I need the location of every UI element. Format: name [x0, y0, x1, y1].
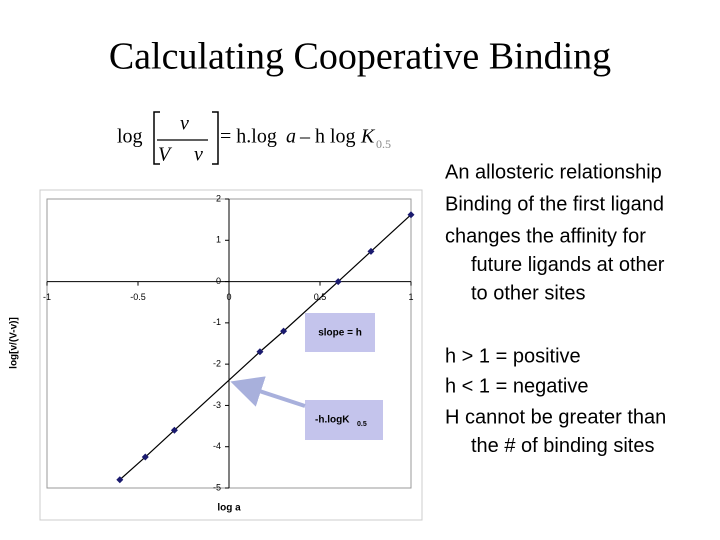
y-tick-label: -4: [213, 441, 221, 451]
chart: -1 -0.5 0 0.5 1 -5 -4 -3 -2 -1 0 1 2 log a log[v/(V-v)…: [9, 193, 415, 514]
data-point: [367, 247, 375, 255]
bullet-text: changes the affinity for: [445, 225, 646, 247]
x-tick-label: 0: [226, 292, 231, 302]
data-point: [116, 476, 124, 484]
eq-subscript: 0.5: [376, 137, 391, 151]
eq-numerator: v: [180, 113, 189, 135]
data-point: [141, 453, 149, 461]
annotation-box: [305, 313, 375, 352]
annotation-subscript: 0.5: [357, 421, 367, 428]
data-point: [280, 327, 288, 335]
bullet-text: h > 1 = positive: [445, 345, 581, 367]
annotation-box: [305, 400, 383, 440]
y-tick-label: -5: [213, 482, 221, 492]
bullet-text: H cannot be greater than: [445, 406, 666, 428]
y-tick-label: -2: [213, 359, 221, 369]
data-point: [256, 348, 264, 356]
bullet-list: An allosteric relationship Binding of the…: [445, 161, 666, 457]
bullet-text: future ligands at other: [471, 254, 665, 276]
y-tick-label: -3: [213, 400, 221, 410]
eq-log: log: [117, 126, 143, 148]
eq-denominator: V: [158, 144, 173, 166]
data-point: [407, 211, 415, 219]
x-tick-label: 1: [408, 292, 413, 302]
bullet-text: Binding of the first ligand: [445, 193, 664, 215]
data-line: [119, 214, 412, 481]
slide-title: Calculating Cooperative Binding: [109, 36, 611, 78]
x-tick-label: 0.5: [314, 292, 327, 302]
y-axis-label: log[v/(V-v)]: [9, 317, 20, 369]
data-point: [334, 278, 342, 286]
y-tick-label: 0: [216, 276, 221, 286]
bullet-text: to other sites: [471, 282, 586, 304]
eq-text: = h.log: [220, 126, 277, 148]
eq-var: a: [286, 126, 296, 148]
y-tick-label: 2: [216, 193, 221, 203]
chart-frame: [39, 189, 423, 521]
x-axis-label: log a: [217, 503, 241, 514]
eq-bracket: [153, 111, 219, 165]
bullet-text: An allosteric relationship: [445, 161, 662, 183]
annotation-arrow: [230, 376, 306, 408]
data-point: [170, 426, 178, 434]
bullet-text: h < 1 = negative: [445, 375, 588, 397]
bullet-text: the # of binding sites: [471, 435, 654, 457]
x-tick-label: -1: [43, 292, 51, 302]
annotation: -h.logK: [315, 415, 350, 426]
x-tick-label: -0.5: [130, 292, 146, 302]
eq-text: – h log: [299, 126, 356, 148]
y-tick-label: -1: [213, 317, 221, 327]
annotation: slope = h: [318, 328, 362, 339]
eq-var: K: [360, 126, 376, 148]
eq-denominator: v: [194, 144, 203, 166]
equation: log v V v = h.log a – h log K 0.5: [117, 111, 391, 166]
y-tick-label: 1: [216, 235, 221, 245]
